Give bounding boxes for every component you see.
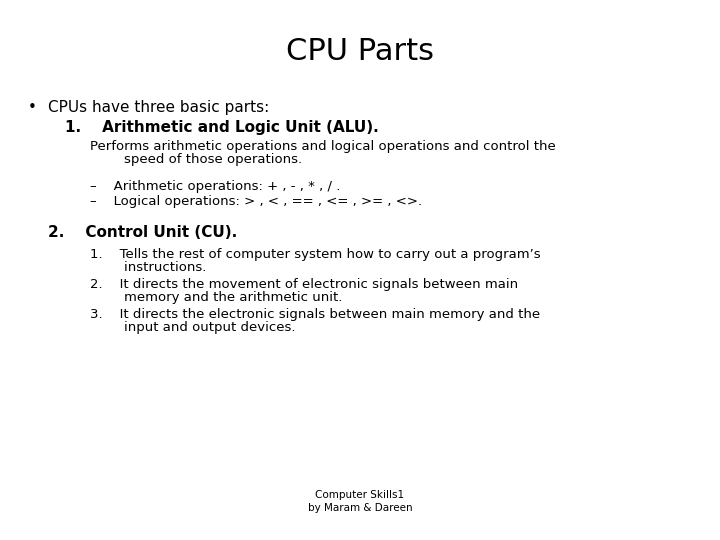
Text: CPUs have three basic parts:: CPUs have three basic parts: [48, 100, 269, 115]
Text: CPU Parts: CPU Parts [286, 37, 434, 66]
Text: input and output devices.: input and output devices. [90, 321, 295, 334]
Text: –    Arithmetic operations: + , - , * , / .: – Arithmetic operations: + , - , * , / . [90, 180, 341, 193]
Text: 3.    It directs the electronic signals between main memory and the: 3. It directs the electronic signals bet… [90, 308, 540, 321]
Text: 2.    It directs the movement of electronic signals between main: 2. It directs the movement of electronic… [90, 278, 518, 291]
Text: 1.    Arithmetic and Logic Unit (ALU).: 1. Arithmetic and Logic Unit (ALU). [65, 120, 379, 135]
Text: memory and the arithmetic unit.: memory and the arithmetic unit. [90, 291, 343, 304]
Text: 1.    Tells the rest of computer system how to carry out a program’s: 1. Tells the rest of computer system how… [90, 248, 541, 261]
Text: Computer Skills1: Computer Skills1 [315, 490, 405, 500]
Text: by Maram & Dareen: by Maram & Dareen [307, 503, 413, 513]
Text: •: • [28, 100, 37, 115]
Text: speed of those operations.: speed of those operations. [90, 153, 302, 166]
Text: –    Logical operations: > , < , == , <= , >= , <>.: – Logical operations: > , < , == , <= , … [90, 195, 422, 208]
Text: 2.    Control Unit (CU).: 2. Control Unit (CU). [48, 225, 238, 240]
Text: Performs arithmetic operations and logical operations and control the: Performs arithmetic operations and logic… [90, 140, 556, 153]
Text: instructions.: instructions. [90, 261, 207, 274]
